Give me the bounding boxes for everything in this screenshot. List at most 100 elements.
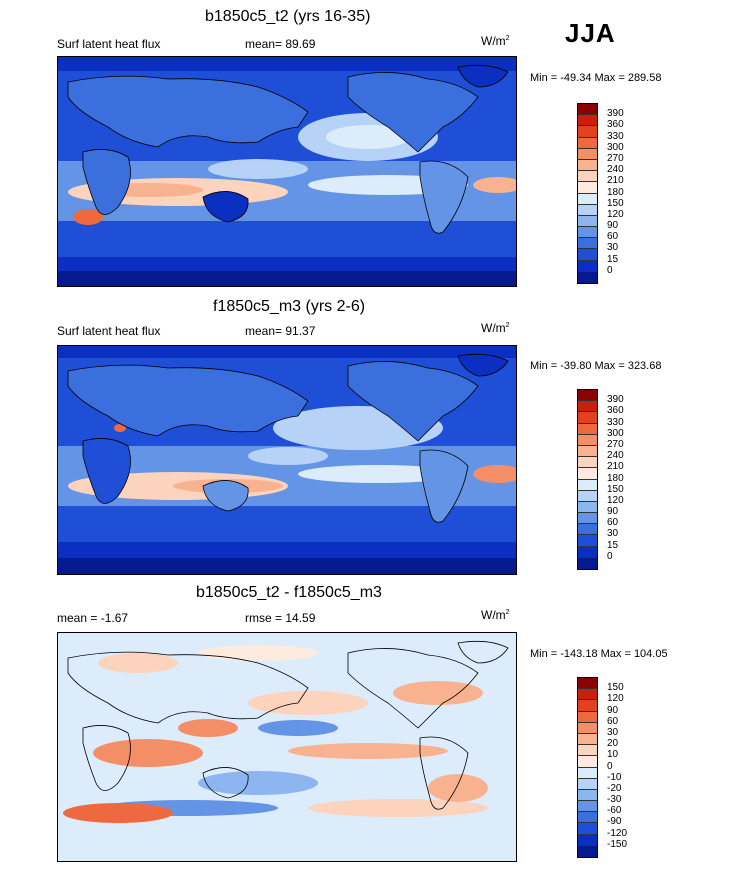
colorbar-tick-label: 90 <box>607 506 619 518</box>
colorbar-swatch <box>578 215 597 228</box>
panel-1-mean-label: mean= 89.69 <box>245 37 316 51</box>
panel-2-colorbar <box>577 389 598 570</box>
colorbar-swatch <box>578 171 597 183</box>
panel-2-units: W/m2 <box>481 321 510 335</box>
colorbar-swatch <box>578 182 597 194</box>
colorbar-swatch <box>578 479 597 491</box>
colorbar-tick-label: 60 <box>607 231 619 243</box>
colorbar-swatch <box>578 756 597 768</box>
colorbar-tick-label: -30 <box>607 794 622 806</box>
colorbar-tick-label: 300 <box>607 427 624 439</box>
colorbar-swatch <box>578 423 597 435</box>
panel-1-minmax: Min = -49.34 Max = 289.58 <box>530 72 662 84</box>
panel-2-variable-label: Surf latent heat flux <box>57 324 161 338</box>
colorbar-tick-label: 210 <box>607 461 624 473</box>
colorbar-swatch <box>578 204 597 216</box>
colorbar-swatch <box>578 700 597 712</box>
panel-2-map-svg <box>58 346 516 574</box>
colorbar-tick-label: 390 <box>607 394 624 406</box>
panel-1-variable-label: Surf latent heat flux <box>57 37 161 51</box>
colorbar-tick-label: 120 <box>607 494 624 506</box>
colorbar-tick-label: 150 <box>607 483 624 495</box>
colorbar-swatch <box>578 260 597 272</box>
colorbar-tick-label: 15 <box>607 539 619 551</box>
colorbar-swatch <box>578 193 597 205</box>
panel-1-units: W/m2 <box>481 34 510 48</box>
colorbar-swatch <box>578 271 597 283</box>
panel-2-map <box>57 345 517 575</box>
colorbar-tick-label: 300 <box>607 141 624 153</box>
colorbar-swatch <box>578 137 597 149</box>
colorbar-tick-label: -20 <box>607 782 622 794</box>
panel-3-mean-label: mean = -1.67 <box>57 611 129 625</box>
colorbar-swatch <box>578 249 597 261</box>
colorbar-tick-label: 180 <box>607 186 624 198</box>
colorbar-tick-label: 270 <box>607 152 624 164</box>
colorbar-tick-label: 60 <box>607 715 619 727</box>
colorbar-swatch <box>578 104 597 116</box>
colorbar-swatch <box>578 823 597 835</box>
colorbar-swatch <box>578 678 597 690</box>
colorbar-swatch <box>578 535 597 547</box>
panel-2-title: f1850c5_m3 (yrs 2-6) <box>213 298 366 315</box>
colorbar-swatch <box>578 148 597 160</box>
season-label: JJA <box>565 18 616 48</box>
colorbar-tick-label: 240 <box>607 164 624 176</box>
colorbar-tick-label: 10 <box>607 749 619 761</box>
colorbar-swatch <box>578 524 597 536</box>
colorbar-swatch <box>578 789 597 802</box>
colorbar-tick-label: 270 <box>607 438 624 450</box>
panel-3-title: b1850c5_t2 - f1850c5_m3 <box>196 584 382 601</box>
colorbar-tick-label: 0 <box>607 550 613 562</box>
colorbar-tick-label: -60 <box>607 805 622 817</box>
panel-3-colorbar <box>577 677 598 858</box>
colorbar-tick-label: -120 <box>607 827 628 839</box>
colorbar-swatch <box>578 689 597 701</box>
colorbar-tick-label: 360 <box>607 119 624 131</box>
colorbar-swatch <box>578 711 597 723</box>
colorbar-tick-label: -10 <box>607 771 622 783</box>
colorbar-swatch <box>578 390 597 402</box>
colorbar-swatch <box>578 115 597 127</box>
colorbar-swatch <box>578 546 597 558</box>
colorbar-tick-label: 90 <box>607 704 619 716</box>
colorbar-tick-label: 150 <box>607 197 624 209</box>
panel-1-title: b1850c5_t2 (yrs 16-35) <box>205 8 371 25</box>
colorbar-swatch <box>578 227 597 239</box>
colorbar-swatch <box>578 513 597 525</box>
panel-1-map-svg <box>58 57 516 286</box>
colorbar-tick-label: 240 <box>607 450 624 462</box>
colorbar-swatch <box>578 468 597 480</box>
panel-2-minmax: Min = -39.80 Max = 323.68 <box>530 360 662 372</box>
colorbar-tick-label: -150 <box>607 838 628 850</box>
colorbar-swatch <box>578 457 597 469</box>
colorbar-swatch <box>578 401 597 413</box>
colorbar-swatch <box>578 834 597 846</box>
colorbar-tick-label: 210 <box>607 175 624 187</box>
colorbar-swatch <box>578 733 597 746</box>
colorbar-tick-label: 30 <box>607 726 619 738</box>
panel-3-rmse-label: rmse = 14.59 <box>245 611 316 625</box>
colorbar-swatch <box>578 778 597 790</box>
colorbar-swatch <box>578 126 597 138</box>
panel-3-map-svg <box>58 633 516 861</box>
colorbar-swatch <box>578 434 597 446</box>
colorbar-tick-label: 360 <box>607 405 624 417</box>
panel-1-map <box>57 56 517 287</box>
colorbar-swatch <box>578 801 597 813</box>
panel-3-map <box>57 632 517 862</box>
colorbar-swatch <box>578 722 597 734</box>
colorbar-tick-label: 15 <box>607 253 619 265</box>
panel-3-units: W/m2 <box>481 608 510 622</box>
colorbar-swatch <box>578 812 597 824</box>
colorbar-tick-label: 20 <box>607 738 619 750</box>
colorbar-tick-label: 30 <box>607 528 619 540</box>
colorbar-swatch <box>578 238 597 250</box>
colorbar-swatch <box>578 159 597 172</box>
colorbar-swatch <box>578 845 597 857</box>
colorbar-tick-label: 60 <box>607 517 619 529</box>
colorbar-tick-label: 330 <box>607 416 624 428</box>
colorbar-tick-label: 90 <box>607 220 619 232</box>
colorbar-swatch <box>578 445 597 458</box>
panel-2-mean-label: mean= 91.37 <box>245 324 316 338</box>
